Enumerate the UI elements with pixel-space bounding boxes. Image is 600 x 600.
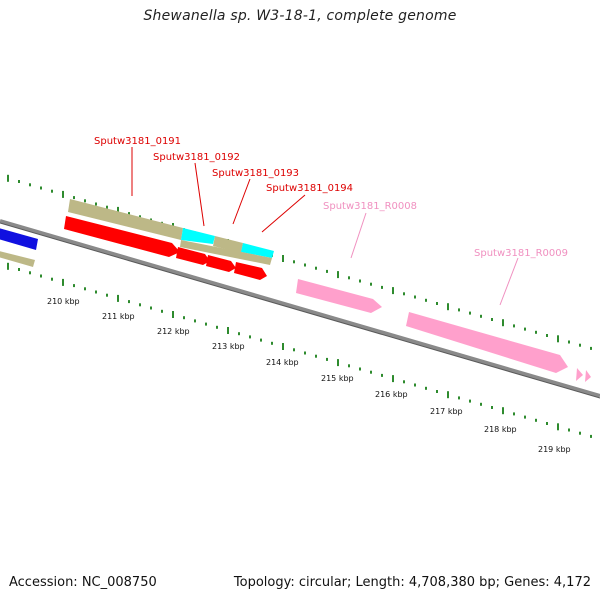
leader-line-r0008 [350, 212, 367, 259]
kbp-label-212: 212 kbp [157, 327, 190, 336]
genome-backbone-shadow [0, 222, 600, 399]
genome-backbone [0, 219, 600, 398]
kbp-label-213: 213 kbp [212, 342, 245, 351]
rna-sputw3181-r0009[interactable] [406, 312, 568, 373]
map-title: Shewanella sp. W3-18-1, complete genome [143, 8, 457, 24]
rna-small-1[interactable] [576, 368, 583, 381]
gene-red-3[interactable] [206, 255, 236, 272]
gene-label-0192: Sputw3181_0192 [153, 152, 240, 163]
accession-text: Accession: NC_008750 [9, 575, 157, 590]
gene-khaki-left[interactable] [0, 250, 35, 267]
kbp-label-210: 210 kbp [47, 297, 80, 306]
kbp-label-214: 214 kbp [266, 358, 299, 367]
kbp-label-218: 218 kbp [484, 425, 517, 434]
rna-sputw3181-r0008[interactable] [296, 279, 382, 313]
gene-red-4[interactable] [234, 262, 267, 280]
gene-red-2[interactable] [176, 247, 210, 265]
topology-text: Topology: circular; Length: 4,708,380 bp… [233, 575, 591, 590]
gene-sputw3181-0192[interactable] [181, 228, 215, 244]
kbp-label-217: 217 kbp [430, 407, 463, 416]
gene-label-r0008: Sputw3181_R0008 [323, 201, 417, 212]
gene-red-1[interactable] [64, 216, 180, 257]
leader-line-r0009 [499, 257, 519, 306]
kbp-label-211: 211 kbp [102, 312, 135, 321]
leader-line-0194 [261, 194, 306, 233]
kbp-label-219: 219 kbp [538, 445, 571, 454]
gene-khaki-row-lower[interactable] [180, 240, 272, 265]
gene-blue-left[interactable] [0, 227, 38, 250]
gene-label-0191: Sputw3181_0191 [94, 136, 181, 147]
gene-sputw3181-0191[interactable] [68, 199, 183, 240]
leader-line-0192 [194, 162, 205, 227]
gene-label-r0009: Sputw3181_R0009 [474, 248, 568, 259]
gene-label-0194: Sputw3181_0194 [266, 183, 353, 194]
leader-line-0193 [232, 178, 251, 225]
gene-label-0193: Sputw3181_0193 [212, 168, 299, 179]
kbp-label-216: 216 kbp [375, 390, 408, 399]
gene-sputw3181-0193[interactable] [213, 236, 243, 253]
gene-sputw3181-0194[interactable] [241, 243, 274, 258]
rna-small-2[interactable] [585, 370, 591, 382]
kbp-label-215: 215 kbp [321, 374, 354, 383]
